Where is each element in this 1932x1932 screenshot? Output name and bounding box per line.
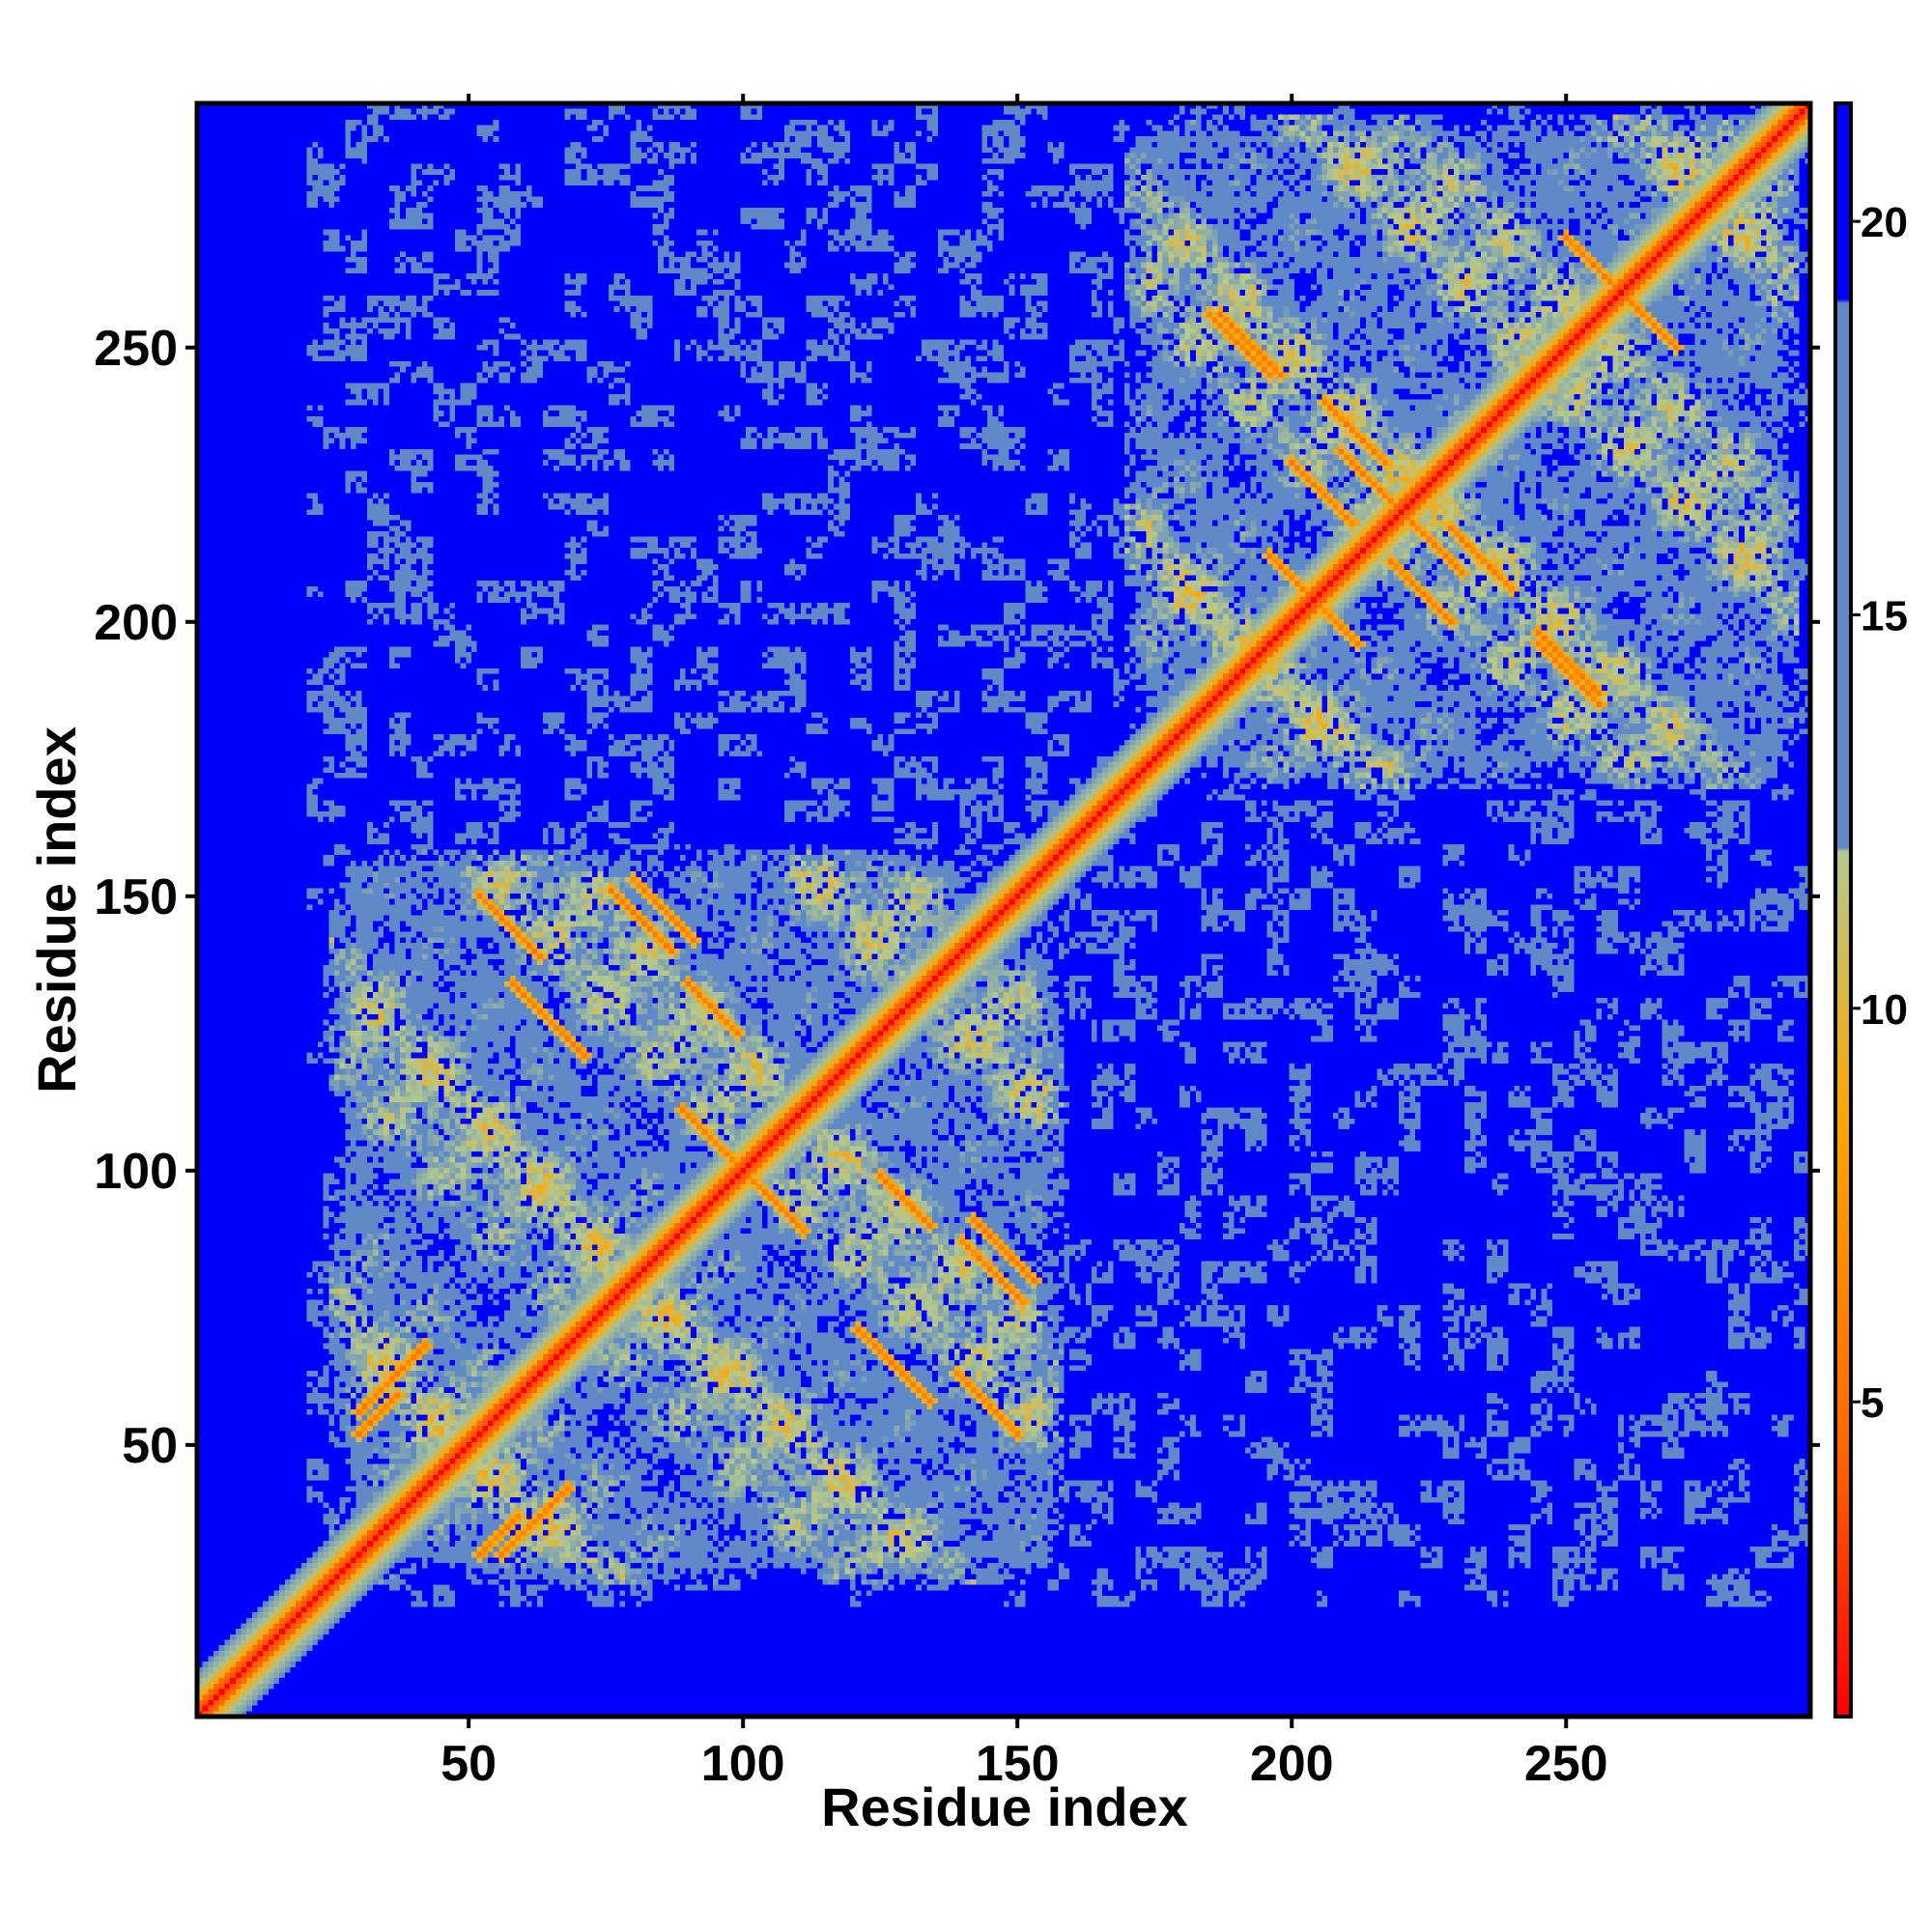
colorbar-tick-label: 20 bbox=[1861, 199, 1908, 246]
x-axis-ticks: 50 100 150 200 250 bbox=[440, 94, 1608, 1792]
colorbar-ticks: 5 10 15 20 bbox=[1851, 199, 1908, 1427]
plot-frame bbox=[194, 100, 1813, 1719]
x-tick-label: 100 bbox=[701, 1736, 785, 1792]
y-tick-label: 50 bbox=[122, 1418, 178, 1474]
colorbar-tick-label: 15 bbox=[1861, 593, 1908, 640]
x-tick-label: 250 bbox=[1524, 1736, 1608, 1792]
y-tick-label: 100 bbox=[94, 1144, 178, 1200]
colorbar-frame bbox=[1833, 101, 1853, 1719]
colorbar-tick-label: 10 bbox=[1861, 986, 1908, 1034]
colorbar-gradient bbox=[1835, 103, 1851, 1717]
y-tick-label: 250 bbox=[94, 321, 178, 377]
x-tick-label: 150 bbox=[976, 1736, 1060, 1792]
y-axis-ticks: 50 100 150 200 250 bbox=[94, 321, 1820, 1474]
y-axis-title: Residue index bbox=[26, 726, 87, 1094]
y-tick-label: 150 bbox=[94, 869, 178, 925]
y-tick-label: 200 bbox=[94, 595, 178, 651]
colorbar-tick-label: 5 bbox=[1861, 1379, 1884, 1427]
distance-heatmap bbox=[197, 103, 1810, 1717]
x-axis-title: Residue index bbox=[821, 1776, 1188, 1837]
x-tick-label: 50 bbox=[440, 1736, 497, 1792]
x-tick-label: 200 bbox=[1250, 1736, 1334, 1792]
